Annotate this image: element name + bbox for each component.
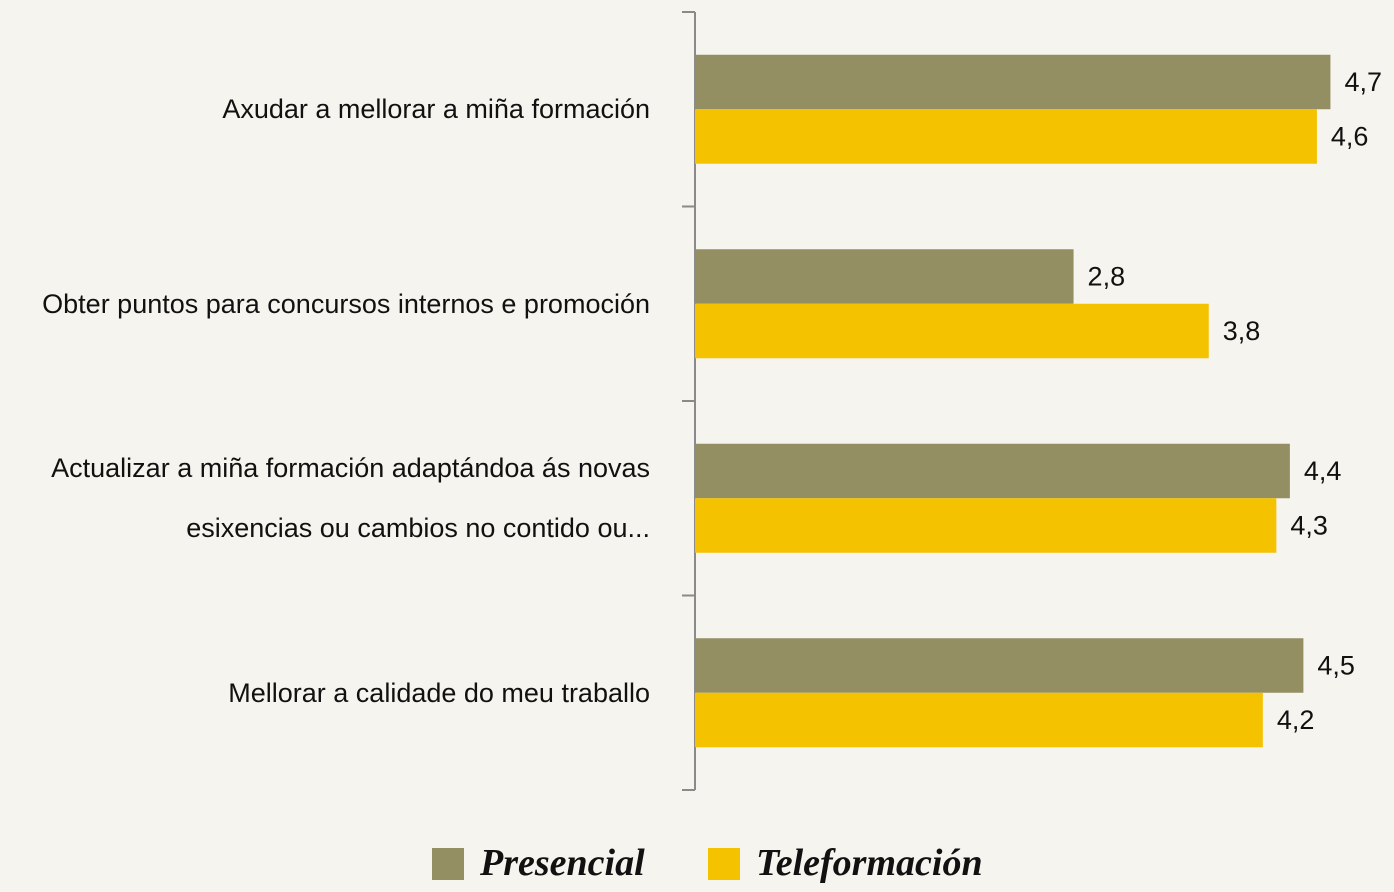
bar [695,443,1290,499]
value-label: 4,5 [1317,651,1355,681]
bar [695,249,1074,304]
bar [695,498,1277,553]
legend-swatch [432,848,464,880]
category-label: Axudar a mellorar a miña formación [222,94,650,125]
bar [695,692,1263,748]
value-label: 4,4 [1304,456,1342,486]
category-label: Obter puntos para concursos internos e p… [42,288,650,319]
legend-swatch [708,848,740,880]
value-label: 4,7 [1344,67,1382,97]
bar [695,303,1209,359]
bar [695,638,1304,693]
value-label: 4,2 [1277,705,1315,735]
legend-label: Presencial [480,842,645,884]
legend-label: Teleformación [756,842,983,884]
value-label: 4,3 [1290,511,1328,541]
value-label: 2,8 [1088,262,1126,292]
value-label: 4,6 [1331,122,1369,152]
value-label: 3,8 [1223,316,1261,346]
category-label: Mellorar a calidade do meu traballo [228,677,650,708]
category-label: Actualizar a miña formación adaptándoa á… [51,453,650,544]
bar [695,54,1331,110]
bar [695,109,1317,164]
